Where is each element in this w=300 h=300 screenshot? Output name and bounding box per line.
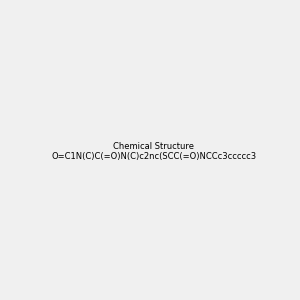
Text: Chemical Structure
O=C1N(C)C(=O)N(C)c2nc(SCC(=O)NCCc3ccccc3: Chemical Structure O=C1N(C)C(=O)N(C)c2nc…	[51, 142, 256, 161]
